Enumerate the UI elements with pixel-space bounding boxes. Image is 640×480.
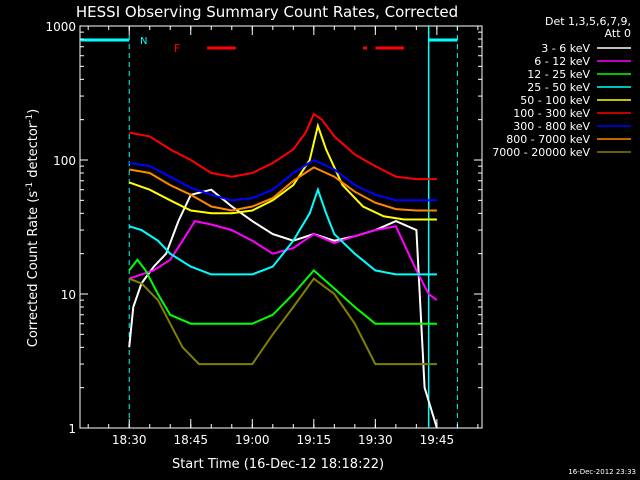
y-tick-label: 1000 [45, 20, 76, 34]
x-tick-label: 18:45 [173, 433, 208, 447]
legend-header-line-1: Det 1,3,5,6,7,9, [545, 15, 631, 28]
x-tick-label: 18:30 [112, 433, 147, 447]
legend-entry-label: 7000 - 20000 keV [492, 146, 590, 159]
legend-entry-label: 800 - 7000 keV [506, 133, 590, 146]
y-axis-label-sup1: -1 [25, 182, 35, 191]
plot-frame [79, 25, 483, 429]
render-timestamp: 16-Dec-2012 23:33 [568, 468, 636, 476]
legend-entry-label: 300 - 800 keV [513, 120, 590, 133]
series-line [128, 258, 437, 325]
y-axis-label-mid: detector [26, 122, 41, 182]
x-tick-label: 19:30 [358, 433, 393, 447]
y-tick-label: 10 [61, 288, 76, 302]
chart-title: HESSI Observing Summary Count Rates, Cor… [76, 3, 458, 21]
legend-entry-label: 6 - 12 keV [534, 55, 590, 68]
series-line [129, 112, 437, 181]
series-line [128, 188, 438, 429]
legend-entry-label: 3 - 6 keV [541, 42, 590, 55]
y-axis-label-main: Corrected Count Rate (s [26, 191, 41, 348]
legend-entry-label: 50 - 100 keV [520, 94, 590, 107]
series-line [128, 277, 437, 366]
x-tick-label: 19:45 [420, 433, 455, 447]
series-layer [128, 112, 438, 429]
series-line [128, 186, 437, 276]
x-axis-label: Start Time (16-Dec-12 18:18:22) [172, 457, 384, 472]
series-line [128, 219, 438, 301]
legend-entry-label: 25 - 50 keV [527, 81, 590, 94]
y-axis-label-end: ) [26, 109, 41, 114]
series-line [129, 166, 437, 212]
x-axis-ticks: 18:30 18:45 19:00 19:15 19:30 19:45 [87, 26, 479, 447]
series-line [128, 122, 437, 221]
x-tick-label: 19:00 [235, 433, 270, 447]
y-axis-ticks: 1 10 100 1000 [45, 20, 482, 436]
night-label: N [140, 36, 147, 47]
y-axis-label: Corrected Count Rate (s-1 detector-1) [25, 109, 41, 347]
x-tick-label: 19:15 [297, 433, 332, 447]
legend-entry-label: 12 - 25 keV [527, 68, 590, 81]
y-tick-label: 100 [53, 154, 76, 168]
legend-header-line-2: Att 0 [605, 27, 631, 40]
y-tick-label: 1 [68, 422, 76, 436]
flare-label: F [174, 42, 180, 55]
legend-entry-label: 100 - 300 keV [513, 107, 590, 120]
series-line [129, 158, 437, 202]
y-axis-label-sup2: -1 [25, 114, 35, 123]
